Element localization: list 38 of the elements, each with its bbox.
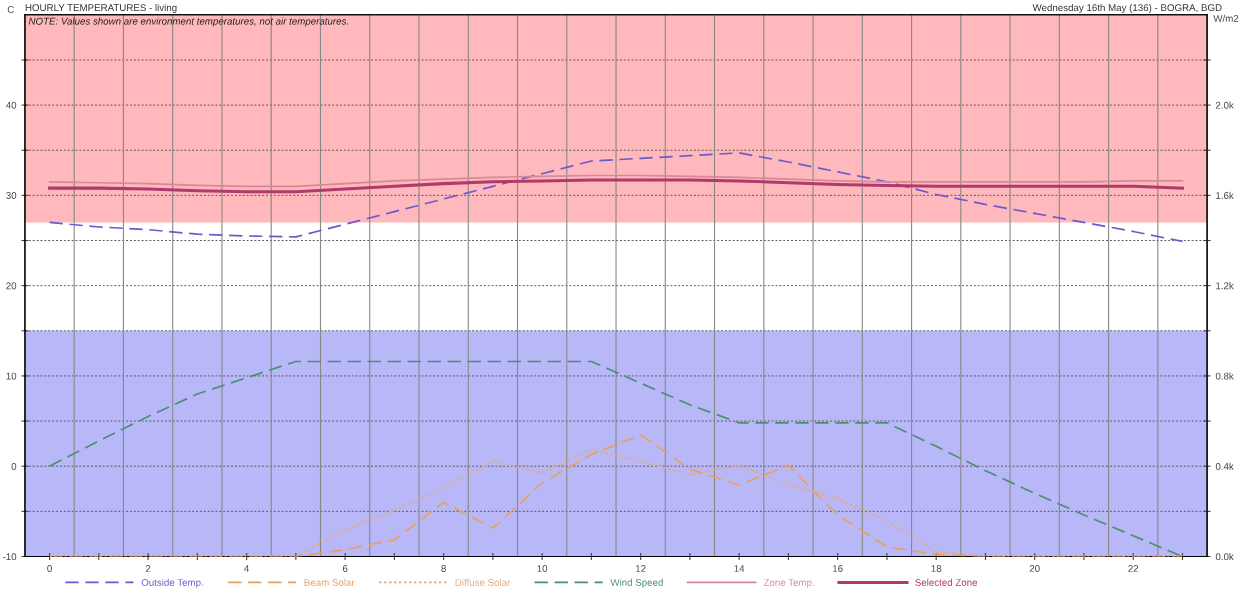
- x-tick-label: 6: [342, 565, 348, 572]
- x-tick-label: 0: [47, 565, 52, 572]
- x-tick-label: 20: [1029, 565, 1040, 572]
- text: Wind Speed: [610, 578, 663, 588]
- x-tick-label: 12: [635, 565, 646, 572]
- x-tick-label: 4: [244, 565, 250, 572]
- x-tick-label: 2: [145, 565, 151, 572]
- y2-tick-label: 1.2k: [1216, 282, 1234, 290]
- x-tick-label: 14: [734, 565, 745, 572]
- y-tick-label: 30: [6, 192, 17, 199]
- y2-tick-label: 0.8k: [1215, 372, 1234, 380]
- text: Outside Temp.: [141, 578, 203, 588]
- chart-title: HOURLY TEMPERATURES - living: [25, 3, 177, 14]
- x-tick-label: 18: [931, 565, 942, 572]
- x-tick-label: 16: [833, 565, 843, 572]
- y-tick-label: 10: [6, 372, 17, 380]
- x-tick-label: 22: [1128, 565, 1139, 572]
- y-tick-label: 20: [6, 282, 17, 290]
- y-axis-title: C: [7, 5, 14, 13]
- text: Selected Zone: [915, 578, 978, 586]
- y-tick-label: 0: [11, 462, 17, 470]
- line-series: [48, 152, 1184, 243]
- x-tick-label: 8: [441, 565, 446, 572]
- y-tick-label: 40: [6, 101, 17, 109]
- text: Beam Solar: [304, 578, 355, 586]
- y2-tick-label: 0.4k: [1215, 462, 1234, 470]
- text: Diffuse Solar: [455, 578, 511, 586]
- y2-tick-label: 1.6k: [1216, 191, 1234, 199]
- line-series: [48, 174, 1184, 188]
- annotation: NOTE: Values shown are environment temperatures, not air temperatures.: [28, 17, 348, 27]
- text: Zone Temp.: [763, 579, 814, 588]
- y2-tick-label: 0.0k: [1215, 552, 1234, 561]
- line-series: [48, 178, 1184, 194]
- y-tick-label: -10: [2, 553, 17, 561]
- x-tick-label: 10: [537, 565, 548, 572]
- y2-axis-title: W/m2: [1213, 14, 1239, 22]
- y2-tick-label: 2.0k: [1215, 101, 1234, 109]
- chart-subtitle: Wednesday 16th May (136) - BOGRA, BGD: [1032, 3, 1222, 14]
